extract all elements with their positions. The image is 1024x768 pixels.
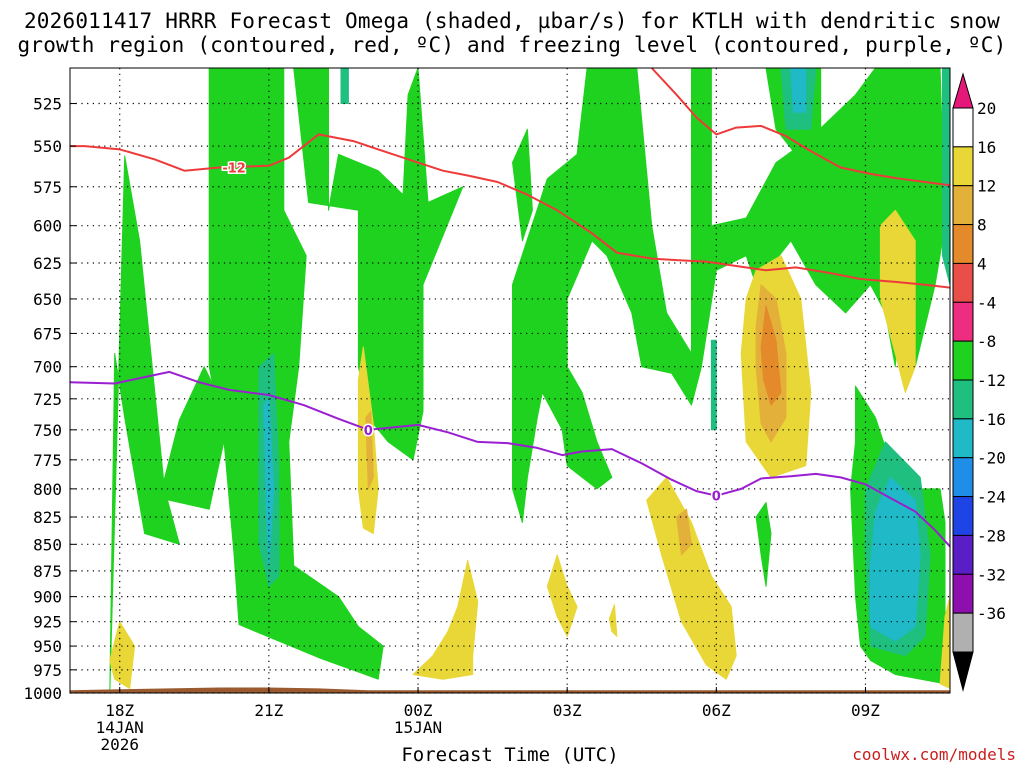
colorbar-swatch-4 <box>952 262 974 303</box>
colorbar-label-12: -32 <box>977 565 1006 584</box>
colorbar-legend: 20 16 12 8 4 -4 -8 -12 -16 -20 -24 -28 -32 -36 <box>952 72 1006 692</box>
colorbar-label-8: -16 <box>977 410 1006 429</box>
omega-region-10 <box>340 68 349 104</box>
y-tick-label-975: 975 <box>33 661 62 680</box>
y-tick-label-575: 575 <box>33 178 62 197</box>
colorbar-label-4: 4 <box>977 254 987 273</box>
omega-region-21 <box>546 554 578 637</box>
colorbar-swatch-2 <box>952 185 974 226</box>
y-tick-label-725: 725 <box>33 390 62 409</box>
colorbar-swatch-0 <box>952 107 974 148</box>
omega-region-23 <box>646 476 737 680</box>
omega-region-0 <box>109 155 180 693</box>
colorbar-label-10: -24 <box>977 488 1006 507</box>
omega-region-3 <box>293 68 464 461</box>
omega-region-4 <box>512 68 946 523</box>
x-tick-label-1-0: 21Z <box>254 701 283 720</box>
colorbar-top-arrow <box>952 72 974 109</box>
colorbar-bottom-arrow <box>952 651 974 692</box>
x-tick-label-0-0: 18Z <box>105 701 134 720</box>
y-tick-label-950: 950 <box>33 637 62 656</box>
colorbar-swatch-7 <box>952 379 974 420</box>
omega-region-20 <box>412 559 479 680</box>
colorbar-swatch-12 <box>952 573 974 614</box>
y-tick-label-600: 600 <box>33 217 62 236</box>
terrain-layer <box>70 687 950 693</box>
colorbar-label-1: 16 <box>977 138 996 157</box>
x-tick-label-3-0: 03Z <box>553 701 582 720</box>
colorbar-label-9: -20 <box>977 449 1006 468</box>
contour-label-2: 0 <box>712 490 721 505</box>
x-tick-label-0-2: 2026 <box>100 735 139 754</box>
y-tick-label-625: 625 <box>33 254 62 273</box>
colorbar-swatch-8 <box>952 418 974 459</box>
y-tick-label-650: 650 <box>33 290 62 309</box>
y-tick-label-675: 675 <box>33 324 62 343</box>
y-tick-label-825: 825 <box>33 508 62 527</box>
omega-shading-layer <box>109 68 950 693</box>
omega-region-19 <box>109 621 136 689</box>
colorbar-label-6: -8 <box>977 332 996 351</box>
colorbar-label-5: -4 <box>977 293 996 312</box>
omega-region-16 <box>790 68 807 113</box>
omega-region-6 <box>755 502 772 587</box>
omega-region-17 <box>870 476 921 642</box>
colorbar-swatch-13 <box>952 612 974 653</box>
contour-label-1: 0 <box>364 424 373 439</box>
colorbar-swatch-10 <box>952 496 974 536</box>
omega-region-29 <box>365 410 374 490</box>
colorbar-label-0: 20 <box>977 99 996 118</box>
y-axis-tick-labels: 525 550 575 600 625 650 675 700 725 750 775 800 825 8… <box>23 95 76 703</box>
x-tick-label-5-0: 09Z <box>851 701 880 720</box>
x-tick-label-2-1: 15JAN <box>394 718 442 737</box>
colorbar-label-2: 12 <box>977 177 996 196</box>
y-tick-label-525: 525 <box>33 95 62 114</box>
colorbar-swatch-9 <box>952 457 974 498</box>
omega-region-14 <box>942 68 950 286</box>
contour-label-0: -12 <box>222 161 246 176</box>
chart-title-line2: growth region (contoured, red, ºC) and f… <box>17 33 1007 57</box>
plot-frame <box>69 67 951 694</box>
colorbar-swatch-1 <box>952 146 974 187</box>
colorbar-label-11: -28 <box>977 526 1006 545</box>
y-tick-label-875: 875 <box>33 562 62 581</box>
colorbar-label-13: -36 <box>977 604 1006 623</box>
colorbar-label-7: -12 <box>977 371 1006 390</box>
x-axis-label: Forecast Time (UTC) <box>401 744 619 766</box>
contour-line-0 <box>70 133 950 289</box>
omega-region-15 <box>263 398 275 567</box>
omega-region-7 <box>512 128 533 242</box>
x-tick-label-2-0: 00Z <box>404 701 433 720</box>
omega-region-30 <box>760 305 782 406</box>
contour-layer: -12 0 0 <box>70 68 950 548</box>
y-tick-label-925: 925 <box>33 613 62 632</box>
omega-region-25 <box>879 209 916 393</box>
y-tick-label-750: 750 <box>33 421 62 440</box>
y-tick-label-700: 700 <box>33 358 62 377</box>
x-tick-label-0-1: 14JAN <box>96 718 144 737</box>
contour-line-2 <box>70 370 950 548</box>
y-tick-label-775: 775 <box>33 451 62 470</box>
y-tick-label-850: 850 <box>33 535 62 554</box>
y-tick-label-1000: 1000 <box>23 684 62 703</box>
colorbar-swatch-11 <box>952 534 974 575</box>
colorbar-swatch-3 <box>952 224 974 264</box>
y-tick-label-800: 800 <box>33 480 62 499</box>
colorbar-label-3: 8 <box>977 216 987 235</box>
colorbar-swatch-5 <box>952 301 974 342</box>
omega-region-26 <box>939 596 950 689</box>
omega-region-2 <box>208 68 384 680</box>
y-tick-label-550: 550 <box>33 137 62 156</box>
omega-region-22 <box>608 604 618 637</box>
terrain-fill <box>70 687 950 693</box>
omega-region-11 <box>710 339 717 431</box>
credit-text: coolwx.com/models <box>852 745 1016 764</box>
chart-title-line1: 2026011417 HRRR Forecast Omega (shaded, … <box>23 9 1001 33</box>
x-tick-label-4-0: 06Z <box>702 701 731 720</box>
y-tick-label-900: 900 <box>33 588 62 607</box>
colorbar-swatch-6 <box>952 340 974 381</box>
contour-line-1 <box>650 68 950 187</box>
